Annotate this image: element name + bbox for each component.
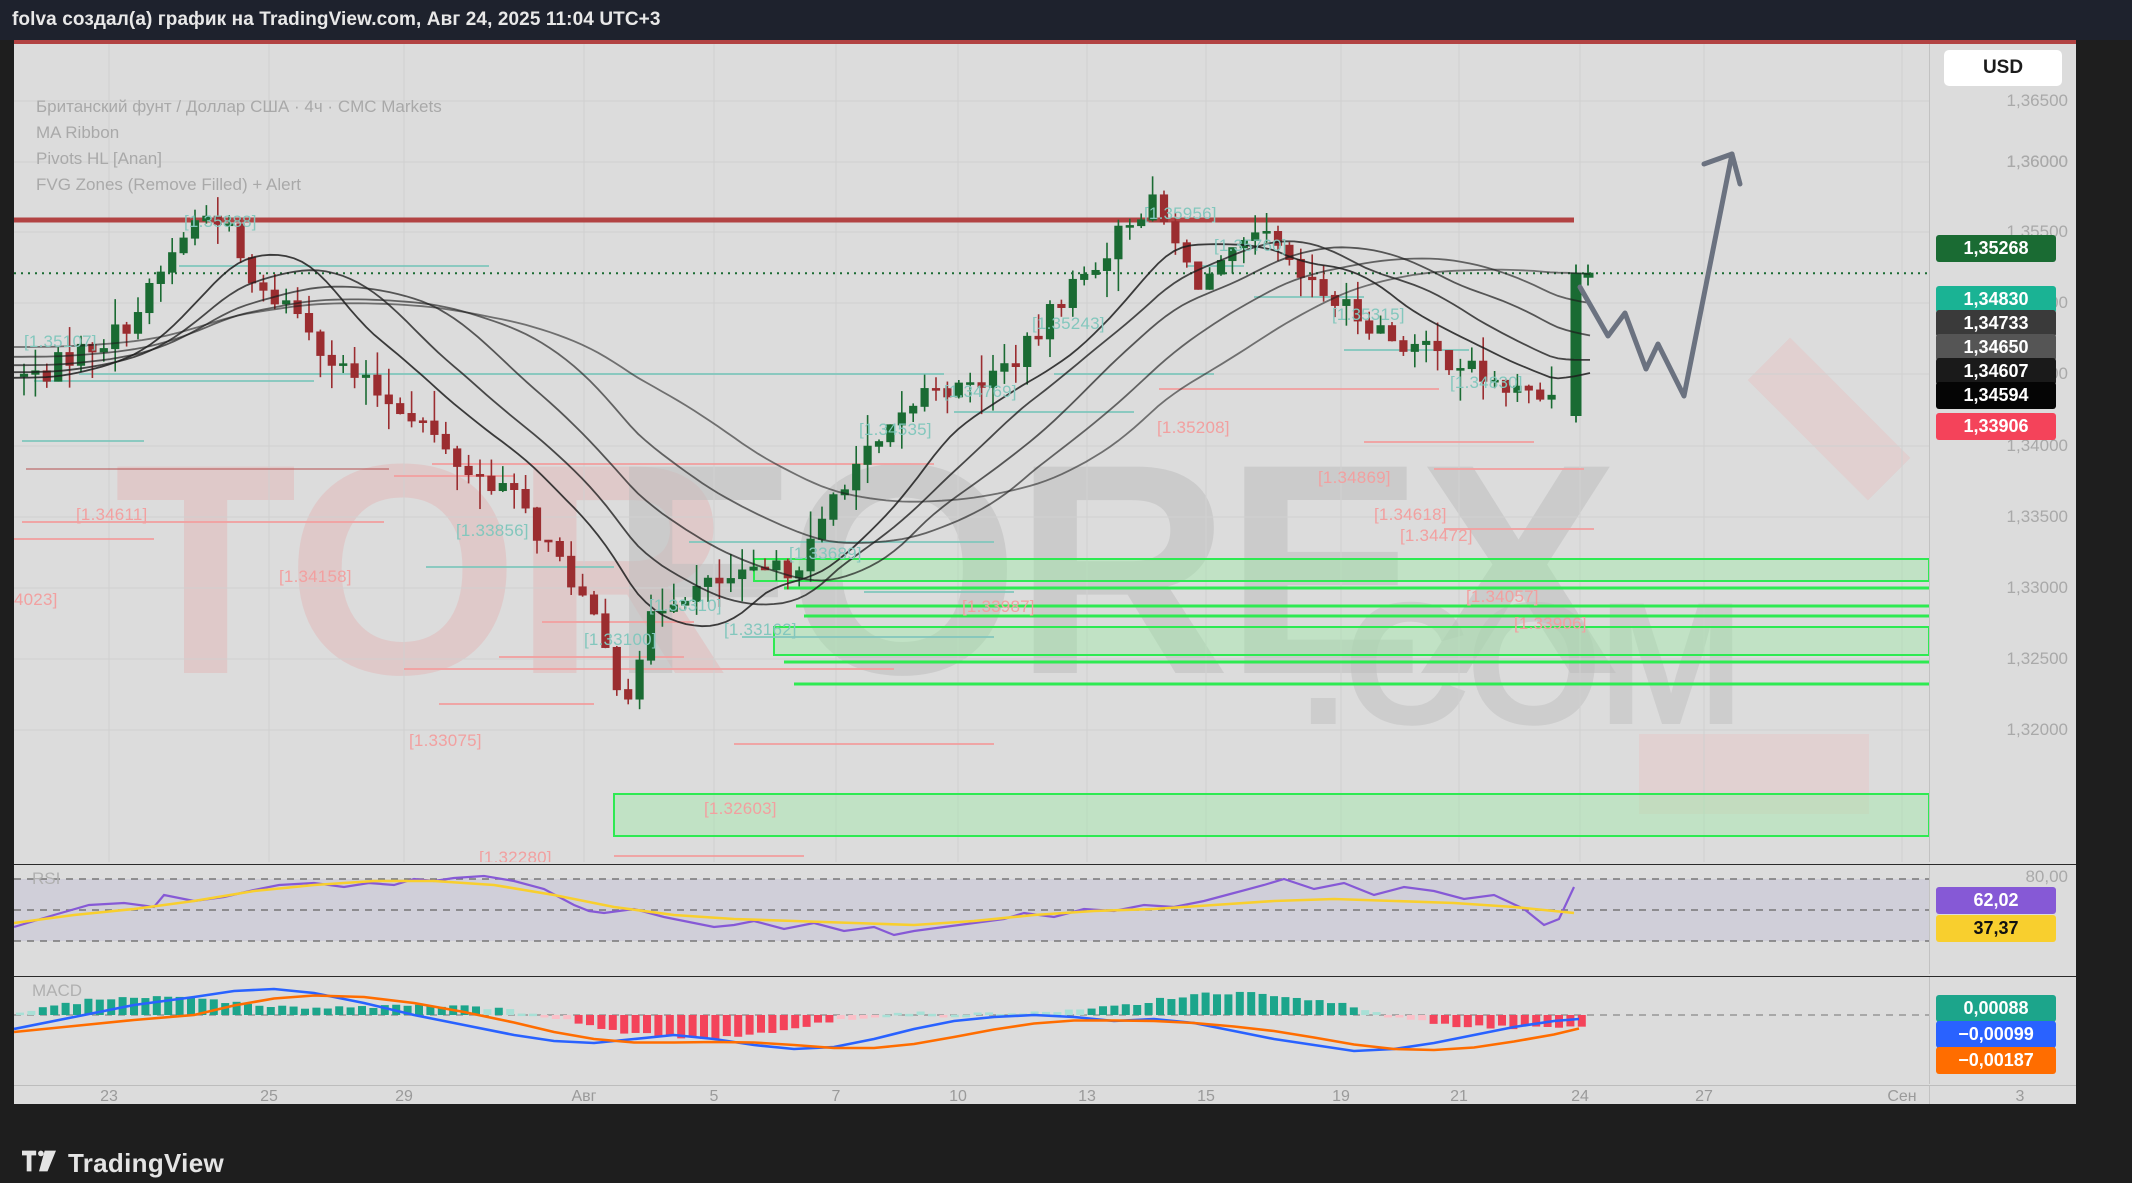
pivot-label: [1.33689] (789, 544, 862, 563)
macd-series-svg (14, 987, 1929, 1053)
price-tick: 1,36000 (2006, 152, 2068, 171)
legend-symbol[interactable]: Британский фунт / Доллар США · 4ч · CMC … (36, 97, 442, 116)
pivot-label: [1.34830] (1450, 373, 1523, 392)
pivot-label: [1.35107] (24, 332, 97, 351)
time-tick: Авг (571, 1088, 597, 1104)
price-tick: 1,36500 (2006, 91, 2068, 110)
chart-frame: TOR FOREX .COM Британский фунт / Доллар … (0, 40, 2132, 1143)
pivot-label: [1.34611] (76, 505, 148, 524)
chart-canvas[interactable]: TOR FOREX .COM Британский фунт / Доллар … (14, 44, 2076, 1104)
price-tag[interactable]: 1,34607 (1936, 358, 2056, 385)
attribution-bar: folva создал(а) график на TradingView.co… (0, 0, 2132, 40)
time-tick: 21 (1450, 1088, 1468, 1104)
price-tick: 1,36000 (2006, 152, 2068, 171)
macd-pane[interactable]: MACD 0,00088 −0,00099 −0,00187 (14, 976, 2076, 1084)
pivot-label: [1.35315] (1332, 305, 1405, 324)
time-axis[interactable]: 23 25 29 Авг 5 7 10 13 15 19 21 24 27 Сен 3 (14, 1085, 2076, 1104)
pivot-label: [1.34869] (1318, 468, 1391, 487)
pivot-label: [1.34769] (944, 382, 1017, 401)
pivot-label: [1.35888] (184, 212, 257, 231)
time-axis-corner: 3 (1929, 1086, 2076, 1104)
time-tick: 10 (949, 1088, 967, 1104)
pivot-label: [1.34472] (1400, 526, 1473, 545)
time-tick: 25 (260, 1088, 278, 1104)
macd-plot[interactable]: MACD (14, 977, 1929, 1084)
pivot-label: [1.34057] (1466, 587, 1539, 606)
time-tick: 7 (831, 1088, 841, 1104)
rsi-value-tag[interactable]: 37,37 (1936, 915, 2056, 942)
time-tick: 27 (1695, 1088, 1713, 1104)
legend-indicator-ma-ribbon[interactable]: MA Ribbon (36, 123, 120, 142)
attribution-text: folva создал(а) график на TradingView.co… (12, 9, 661, 30)
currency-button[interactable]: USD (1944, 50, 2062, 86)
time-tick: 19 (1332, 1088, 1350, 1104)
macd-title[interactable]: MACD (32, 981, 83, 1000)
price-axis[interactable]: USD 1,365001,360001,360001,355001,350001… (1929, 44, 2076, 862)
pivot-label: [1.33856] (456, 521, 529, 540)
price-tick: 1,34000 (2006, 436, 2068, 455)
price-tag[interactable]: 1,35268 (1936, 235, 2056, 262)
macd-axis[interactable]: 0,00088 −0,00099 −0,00187 (1929, 977, 2076, 1084)
pivot-label: [1.33906] (1514, 614, 1587, 633)
macd-value-tag[interactable]: 0,00088 (1936, 995, 2056, 1022)
price-tag[interactable]: 1,34650 (1936, 334, 2056, 361)
pivot-label: [1.33987] (962, 597, 1035, 616)
price-pane[interactable]: TOR FOREX .COM Британский фунт / Доллар … (14, 44, 2076, 862)
time-tick: 23 (100, 1088, 118, 1104)
pivot-label: [1.33162] (724, 620, 797, 639)
time-tick: 15 (1197, 1088, 1215, 1104)
rsi-title[interactable]: RSI (32, 869, 61, 888)
pivot-label: [1.35760] (1214, 236, 1287, 255)
price-tick: 1,33000 (2006, 578, 2068, 597)
time-tick: 24 (1571, 1088, 1589, 1104)
time-tick: 3 (2015, 1088, 2025, 1104)
time-tick: Сен (1887, 1088, 1917, 1104)
price-tag[interactable]: 1,34830 (1936, 286, 2056, 313)
macd-value-tag[interactable]: −0,00099 (1936, 1021, 2056, 1048)
pivot-label: [1.33100] (584, 630, 657, 649)
brand-name: TradingView (68, 1147, 224, 1178)
pivot-label: [1.32603] (704, 799, 777, 818)
price-tick: 1,33500 (2006, 507, 2068, 526)
brand-bar: TradingView (0, 1143, 2132, 1183)
top-resistance-accent (14, 40, 2076, 44)
tradingview-logo-icon (22, 1150, 56, 1177)
pivot-label: [1.32280] (479, 848, 552, 862)
pivot-label: [1.34158] (279, 567, 352, 586)
time-axis-labels[interactable]: 23 25 29 Авг 5 7 10 13 15 19 21 24 27 Сен (14, 1086, 1929, 1104)
rsi-plot[interactable]: RSI (14, 865, 1929, 974)
price-tag[interactable]: 1,34594 (1936, 382, 2056, 409)
pivot-label: [1.33310] (649, 596, 722, 615)
time-tick: 13 (1078, 1088, 1096, 1104)
time-tick: 5 (709, 1088, 719, 1104)
price-tag[interactable]: 1,34733 (1936, 310, 2056, 337)
time-tick: 29 (395, 1088, 413, 1104)
pivot-label: [1.35208] (1157, 418, 1230, 437)
price-series-svg (14, 44, 1929, 862)
rsi-axis[interactable]: 80,00 62,02 37,37 (1929, 865, 2076, 974)
pivot-label: [1.35243] (1032, 314, 1105, 333)
chart-legend[interactable]: Британский фунт / Доллар США · 4ч · CMC … (36, 94, 442, 198)
price-tag[interactable]: 1,33906 (1936, 413, 2056, 440)
price-tick: 1,32000 (2006, 720, 2068, 739)
legend-indicator-pivots[interactable]: Pivots HL [Anan] (36, 149, 162, 168)
rsi-value-tag[interactable]: 62,02 (1936, 887, 2056, 914)
legend-indicator-fvg[interactable]: FVG Zones (Remove Filled) + Alert (36, 175, 302, 194)
pivot-label: [1.34535] (859, 420, 932, 439)
macd-value-tag[interactable]: −0,00187 (1936, 1047, 2056, 1074)
pivot-label: [1.34618] (1374, 505, 1447, 524)
rsi-pane[interactable]: RSI 80,00 62,02 37,37 (14, 864, 2076, 974)
pivot-label: 4023] (14, 590, 58, 609)
price-tick: 1,32500 (2006, 649, 2068, 668)
pivot-label: [1.33075] (409, 731, 482, 750)
rsi-series-svg (14, 874, 1929, 942)
pivot-label: [1.35956] (1144, 204, 1217, 223)
price-plot[interactable]: TOR FOREX .COM Британский фунт / Доллар … (14, 44, 1929, 862)
rsi-tick-80: 80,00 (2025, 867, 2068, 886)
